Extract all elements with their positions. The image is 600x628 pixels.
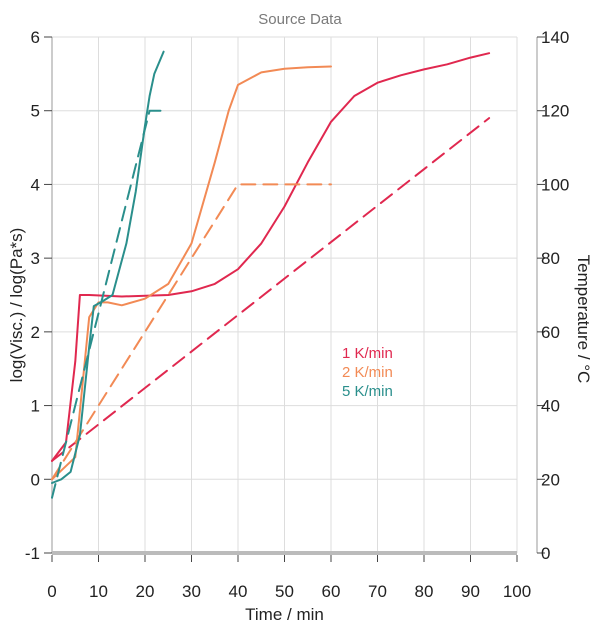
y-left-tick-label: -1 bbox=[25, 544, 40, 563]
axis-layer: 0 10 20 30 40 50 60 70 80 90 100-10123456020406080… bbox=[25, 28, 570, 601]
series-line-1-k-min-viscosity bbox=[51, 52, 491, 462]
y-left-tick-label: 4 bbox=[31, 175, 40, 194]
x-tick-label: 60 bbox=[322, 582, 341, 601]
y-right-tick-label: 20 bbox=[541, 470, 560, 489]
y-right-tick-label: 100 bbox=[541, 175, 569, 194]
x-axis-title: Time / min bbox=[245, 605, 324, 624]
y-right-axis-title: Temperature / °C bbox=[574, 255, 593, 384]
y-right-tick-label: 120 bbox=[541, 102, 569, 121]
series-line-5-k-min-viscosity bbox=[51, 50, 165, 484]
y-left-tick-label: 1 bbox=[31, 397, 40, 416]
chart-title: Source Data bbox=[258, 11, 342, 28]
x-tick-label: 50 bbox=[275, 582, 294, 601]
grid-layer bbox=[51, 36, 518, 554]
y-right-tick-label: 80 bbox=[541, 249, 560, 268]
legend: 1 K/min 2 K/min 5 K/min bbox=[342, 345, 393, 400]
y-right-tick-label: 140 bbox=[541, 28, 569, 47]
x-tick-label: 20 bbox=[136, 582, 155, 601]
legend-entry: 1 K/min bbox=[342, 345, 393, 362]
series-layer bbox=[51, 50, 491, 499]
series-line-1-k-min-temperature bbox=[51, 117, 491, 462]
x-tick-label: 30 bbox=[182, 582, 201, 601]
series-line-5-k-min-temperature bbox=[51, 109, 170, 499]
series-line-2-k-min-temperature bbox=[51, 183, 332, 481]
y-right-tick-label: 40 bbox=[541, 397, 560, 416]
y-left-tick-label: 6 bbox=[31, 28, 40, 47]
y-left-tick-label: 0 bbox=[31, 470, 40, 489]
legend-entry: 2 K/min bbox=[342, 364, 393, 381]
y-left-tick-label: 5 bbox=[31, 102, 40, 121]
x-tick-label: 10 bbox=[89, 582, 108, 601]
y-right-tick-label: 0 bbox=[541, 544, 550, 563]
x-tick-label: 0 bbox=[47, 582, 56, 601]
x-tick-label: 100 bbox=[503, 582, 531, 601]
y-left-tick-label: 2 bbox=[31, 323, 40, 342]
y-left-tick-label: 3 bbox=[31, 249, 40, 268]
legend-entry: 5 K/min bbox=[342, 383, 393, 400]
x-tick-label: 70 bbox=[368, 582, 387, 601]
y-left-axis-title: log(Visc.) / log(Pa*s) bbox=[7, 228, 26, 383]
x-tick-label: 40 bbox=[229, 582, 248, 601]
x-tick-label: 80 bbox=[415, 582, 434, 601]
x-tick-label: 90 bbox=[461, 582, 480, 601]
y-right-tick-label: 60 bbox=[541, 323, 560, 342]
